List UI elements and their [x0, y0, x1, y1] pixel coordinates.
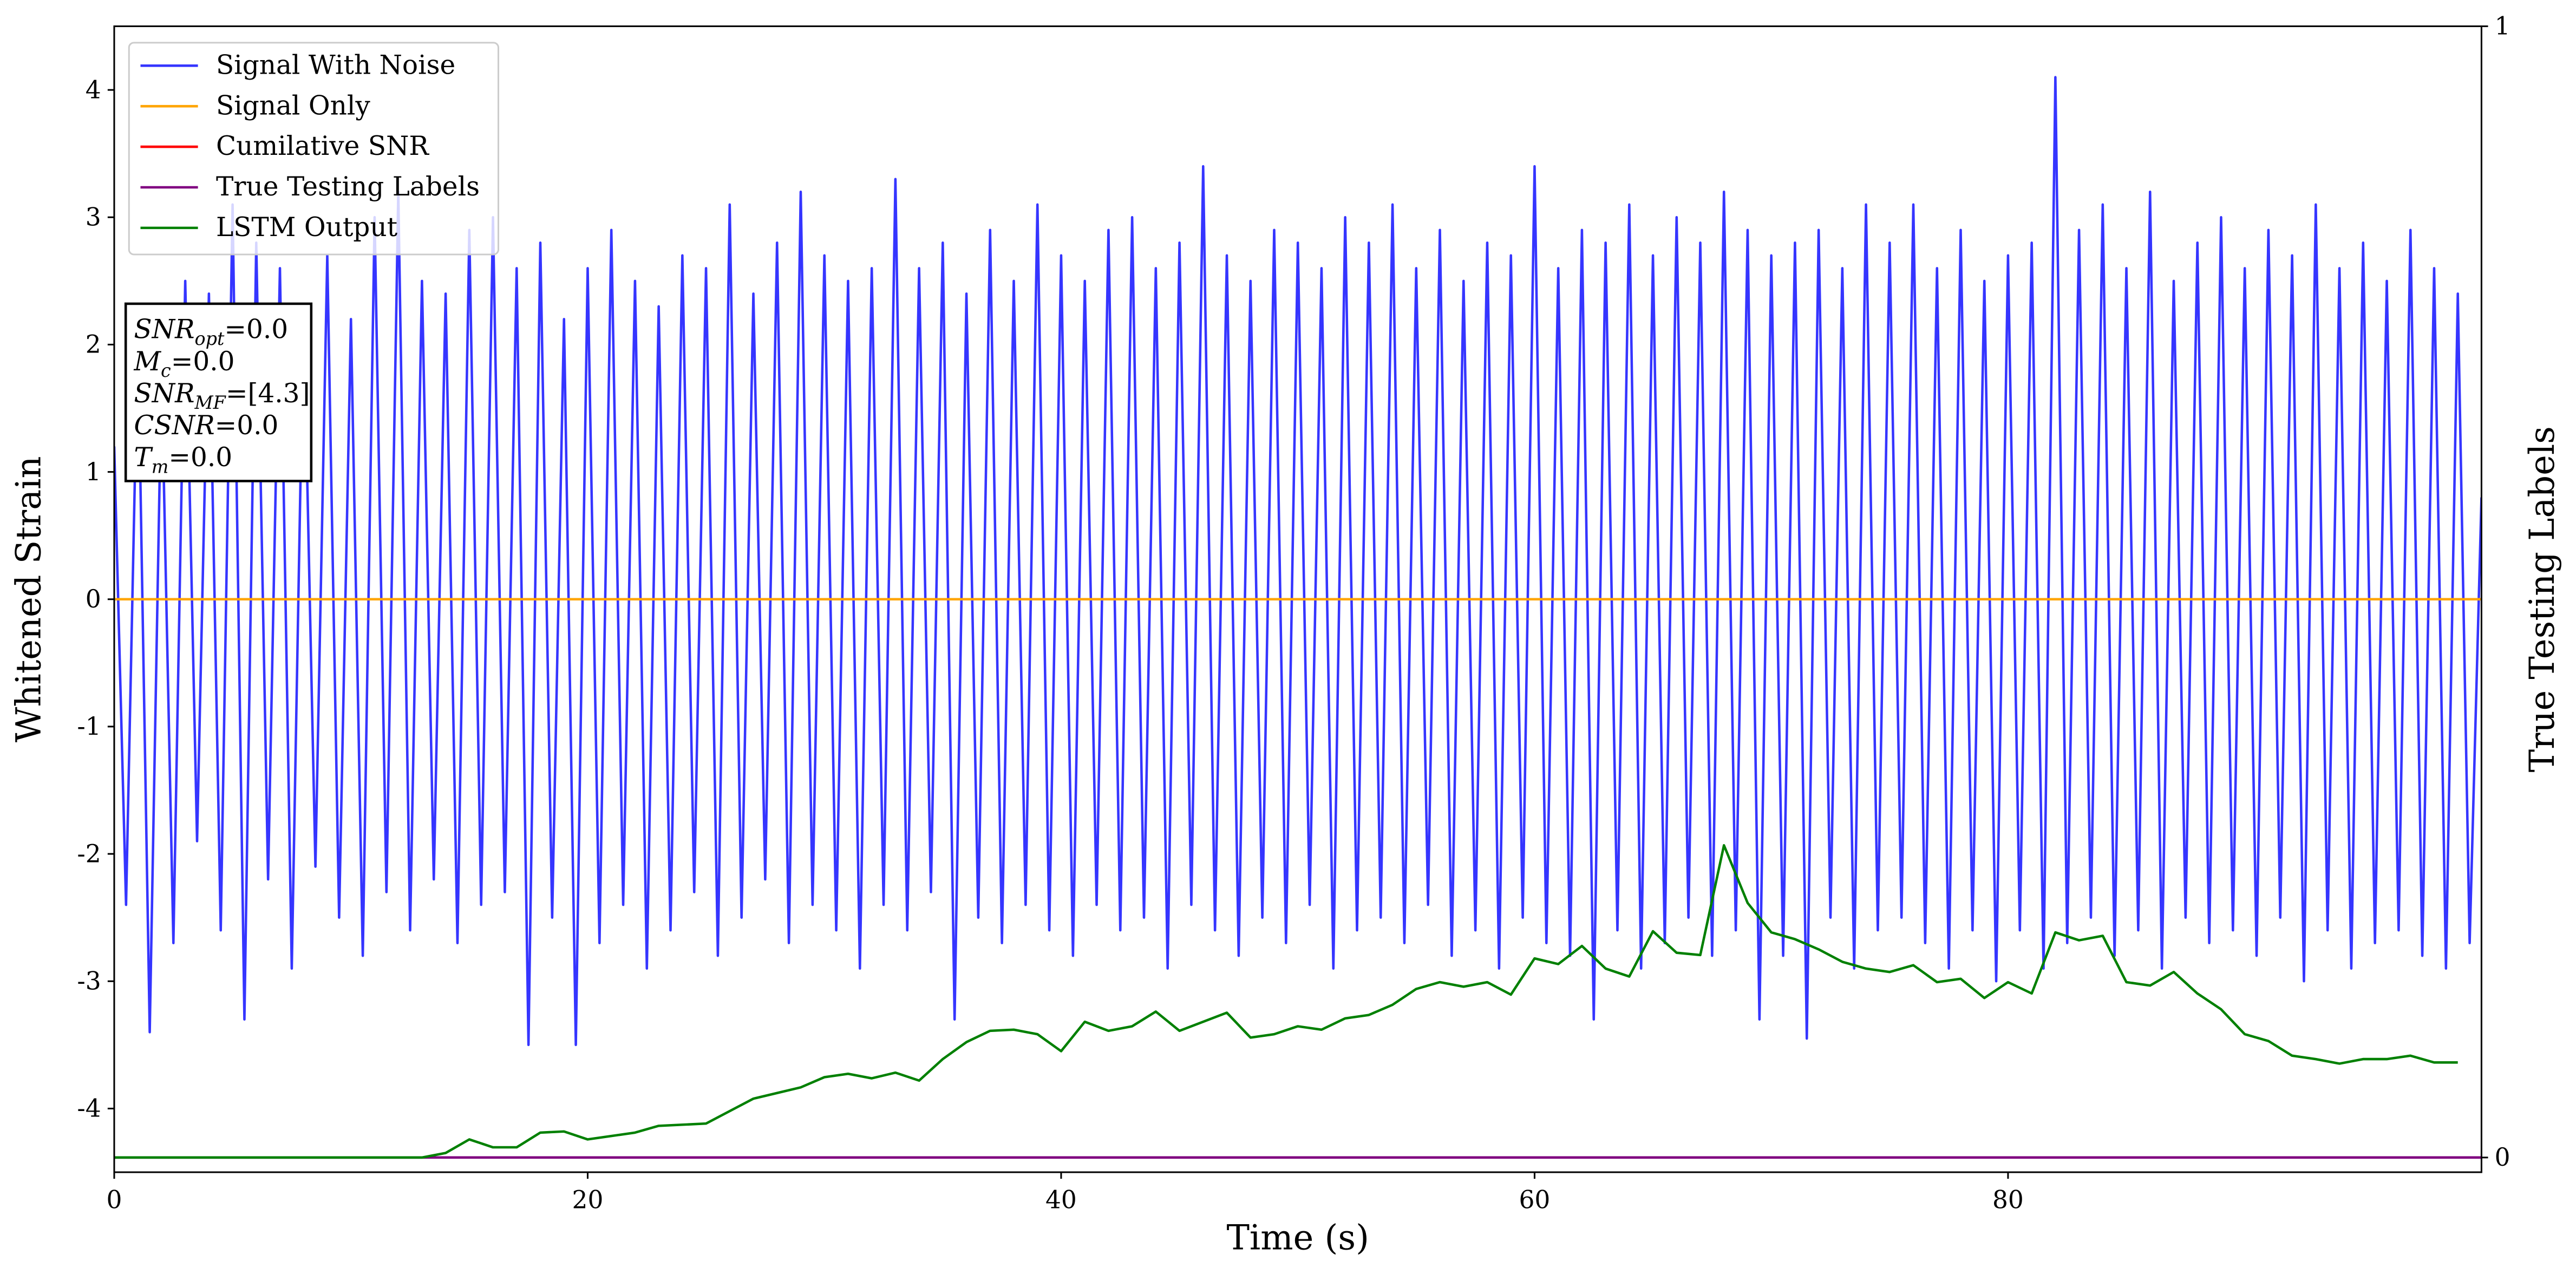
annotation-value: =0.0 [168, 442, 232, 473]
y-tick-label: 4 [86, 75, 101, 104]
x-tick-label: 80 [1992, 1186, 2024, 1214]
annotation-subscript: MF [194, 392, 227, 413]
annotation-line: Tm=0.0 [134, 442, 232, 477]
y2-tick-label: 1 [2495, 12, 2510, 41]
plot-area [114, 76, 2482, 1159]
series-line [114, 844, 2458, 1159]
y2-axis-label: True Testing Labels [2522, 426, 2562, 772]
y-tick-label: -3 [77, 966, 101, 995]
legend-label: Cumilative SNR [216, 131, 429, 161]
annotation-value: =0.0 [171, 347, 235, 377]
annotation-value: =0.0 [224, 315, 288, 345]
y-tick-label: -4 [77, 1094, 101, 1123]
x-tick-label: 0 [106, 1186, 122, 1214]
y-tick-label: -1 [77, 712, 101, 741]
annotation-box: SNRopt=0.0Mc=0.0SNRMF=[4.3]CSNR=0.0Tm=0.… [124, 302, 313, 482]
x-axis-label: Time (s) [1226, 1218, 1369, 1258]
legend: Signal With Noise Signal Only Cumilative S… [128, 42, 500, 256]
y-tick-label: 2 [86, 330, 101, 359]
y-axis-label: Whitened Strain [9, 456, 49, 742]
annotation-subscript: opt [195, 328, 225, 349]
y-tick-label: -2 [77, 839, 101, 868]
x-tick-label: 60 [1519, 1186, 1551, 1214]
y2-tick-label: 0 [2495, 1143, 2510, 1172]
annotation-line: Mc=0.0 [133, 347, 234, 381]
annotation-frame [124, 302, 313, 482]
annotation-value: =0.0 [215, 410, 279, 441]
annotation-symbol: SNR [134, 315, 194, 345]
y-tick-label: 1 [86, 458, 101, 486]
annotation-subscript: c [161, 360, 171, 381]
annotation-subscript: m [152, 456, 169, 477]
x-tick-label: 40 [1045, 1186, 1077, 1214]
legend-label: LSTM Output [216, 212, 398, 243]
annotation-line: SNRMF=[4.3] [134, 378, 310, 413]
legend-box [128, 42, 500, 256]
legend-label: Signal Only [216, 90, 370, 121]
y-tick-label: 3 [86, 202, 101, 231]
x-tick-label: 20 [572, 1186, 604, 1214]
annotation-symbol: SNR [134, 378, 194, 409]
annotation-value: =[4.3] [226, 378, 310, 409]
annotation-symbol: T [134, 442, 153, 473]
y-tick-label: 0 [86, 585, 101, 613]
annotation-line: SNRopt=0.0 [134, 315, 288, 349]
annotation-line: CSNR=0.0 [134, 410, 278, 441]
legend-label: True Testing Labels [216, 172, 480, 202]
annotation-symbol: CSNR [134, 410, 214, 441]
legend-label: Signal With Noise [216, 50, 455, 80]
series-line [114, 76, 2482, 1047]
annotation-symbol: M [133, 347, 161, 377]
